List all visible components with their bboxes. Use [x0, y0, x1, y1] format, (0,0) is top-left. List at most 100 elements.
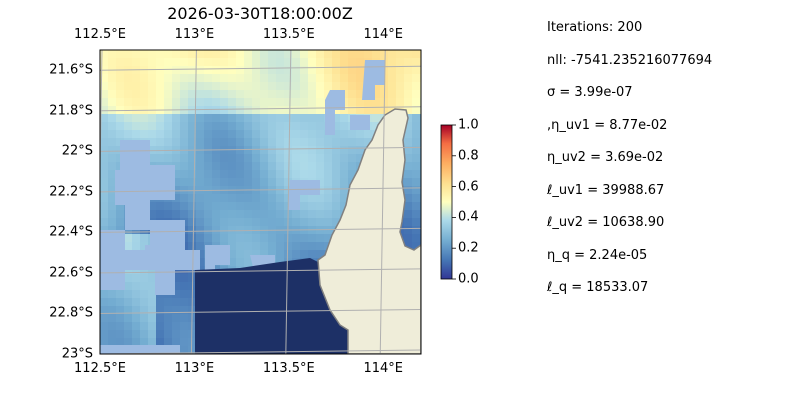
- field-cell: [308, 66, 316, 74]
- field-cell: [212, 162, 220, 170]
- field-cell: [100, 122, 108, 130]
- field-cell: [108, 210, 116, 218]
- stat-eta-uv1: ,η_uv1 = 8.77e-02: [547, 117, 668, 133]
- field-cell: [244, 74, 252, 82]
- field-cell: [164, 338, 172, 346]
- field-cell: [340, 82, 348, 90]
- field-cell: [180, 322, 188, 330]
- field-cell: [124, 114, 132, 122]
- field-cell: [260, 130, 268, 138]
- field-cell: [252, 130, 260, 138]
- field-cell: [148, 322, 156, 330]
- field-cell: [172, 90, 180, 98]
- field-cell: [140, 306, 148, 314]
- field-cell: [156, 330, 164, 338]
- field-cell: [204, 74, 212, 82]
- field-cell: [356, 154, 364, 162]
- field-cell: [132, 82, 140, 90]
- field-cell: [132, 330, 140, 338]
- field-cell: [100, 290, 108, 298]
- field-cell: [300, 98, 308, 106]
- field-cell: [124, 90, 132, 98]
- field-cell: [292, 162, 300, 170]
- field-cell: [188, 170, 196, 178]
- field-cell: [116, 314, 124, 322]
- field-cell: [180, 90, 188, 98]
- field-cell: [132, 274, 140, 282]
- field-cell: [276, 74, 284, 82]
- field-cell: [212, 114, 220, 122]
- field-cell: [188, 242, 196, 250]
- field-cell: [348, 98, 356, 106]
- field-cell: [332, 66, 340, 74]
- field-cell: [204, 178, 212, 186]
- field-cell: [260, 122, 268, 130]
- field-cell: [132, 242, 140, 250]
- field-cell: [140, 50, 148, 58]
- field-cell: [172, 338, 180, 346]
- field-cell: [132, 74, 140, 82]
- field-cell: [284, 58, 292, 66]
- field-cell: [220, 202, 228, 210]
- lat-tick-label: 23°S: [61, 346, 93, 362]
- field-cell: [188, 282, 196, 290]
- field-cell: [236, 138, 244, 146]
- field-cell: [252, 154, 260, 162]
- field-cell: [164, 202, 172, 210]
- field-cell: [404, 170, 412, 178]
- field-cell: [116, 290, 124, 298]
- field-cell: [108, 82, 116, 90]
- field-cell: [180, 274, 188, 282]
- field-cell: [268, 162, 276, 170]
- field-cell: [404, 194, 412, 202]
- field-cell: [348, 162, 356, 170]
- field-cell: [156, 74, 164, 82]
- lon-tick-label-bottom: 113°E: [174, 361, 215, 376]
- field-cell: [196, 58, 204, 66]
- field-cell: [308, 138, 316, 146]
- field-cell: [268, 242, 276, 250]
- field-cell: [412, 98, 420, 106]
- field-cell: [284, 90, 292, 98]
- field-cell: [404, 98, 412, 106]
- field-cell: [404, 130, 412, 138]
- field-cell: [148, 290, 156, 298]
- field-cell: [108, 154, 116, 162]
- field-cell: [300, 234, 308, 242]
- field-cell: [268, 98, 276, 106]
- field-cell: [164, 58, 172, 66]
- field-cell: [244, 178, 252, 186]
- field-cell: [180, 330, 188, 338]
- field-cell: [244, 90, 252, 98]
- field-cell: [356, 106, 364, 114]
- field-cell: [196, 82, 204, 90]
- field-cell: [164, 138, 172, 146]
- field-cell: [180, 314, 188, 322]
- stat-eta-uv2: η_uv2 = 3.69e-02: [547, 150, 664, 165]
- meridian-line: [285, 50, 292, 354]
- field-cell: [316, 114, 324, 122]
- field-cell: [268, 58, 276, 66]
- field-cell: [300, 170, 308, 178]
- field-cell: [148, 298, 156, 306]
- meridian-line: [190, 50, 197, 354]
- field-cell: [284, 146, 292, 154]
- field-cell: [268, 90, 276, 98]
- field-cell: [236, 210, 244, 218]
- field-cell: [228, 114, 236, 122]
- field-cell: [260, 74, 268, 82]
- field-cell: [228, 218, 236, 226]
- field-cell: [196, 74, 204, 82]
- field-cell: [108, 146, 116, 154]
- field-cell: [156, 298, 164, 306]
- field-cell: [276, 138, 284, 146]
- field-cell: [228, 122, 236, 130]
- field-cell: [100, 306, 108, 314]
- field-cell: [196, 170, 204, 178]
- lat-tick-label: 22°S: [61, 143, 93, 159]
- field-cell: [332, 50, 340, 58]
- field-cell: [116, 202, 124, 210]
- field-cell: [172, 314, 180, 322]
- field-cell: [292, 106, 300, 114]
- field-cell: [404, 234, 412, 242]
